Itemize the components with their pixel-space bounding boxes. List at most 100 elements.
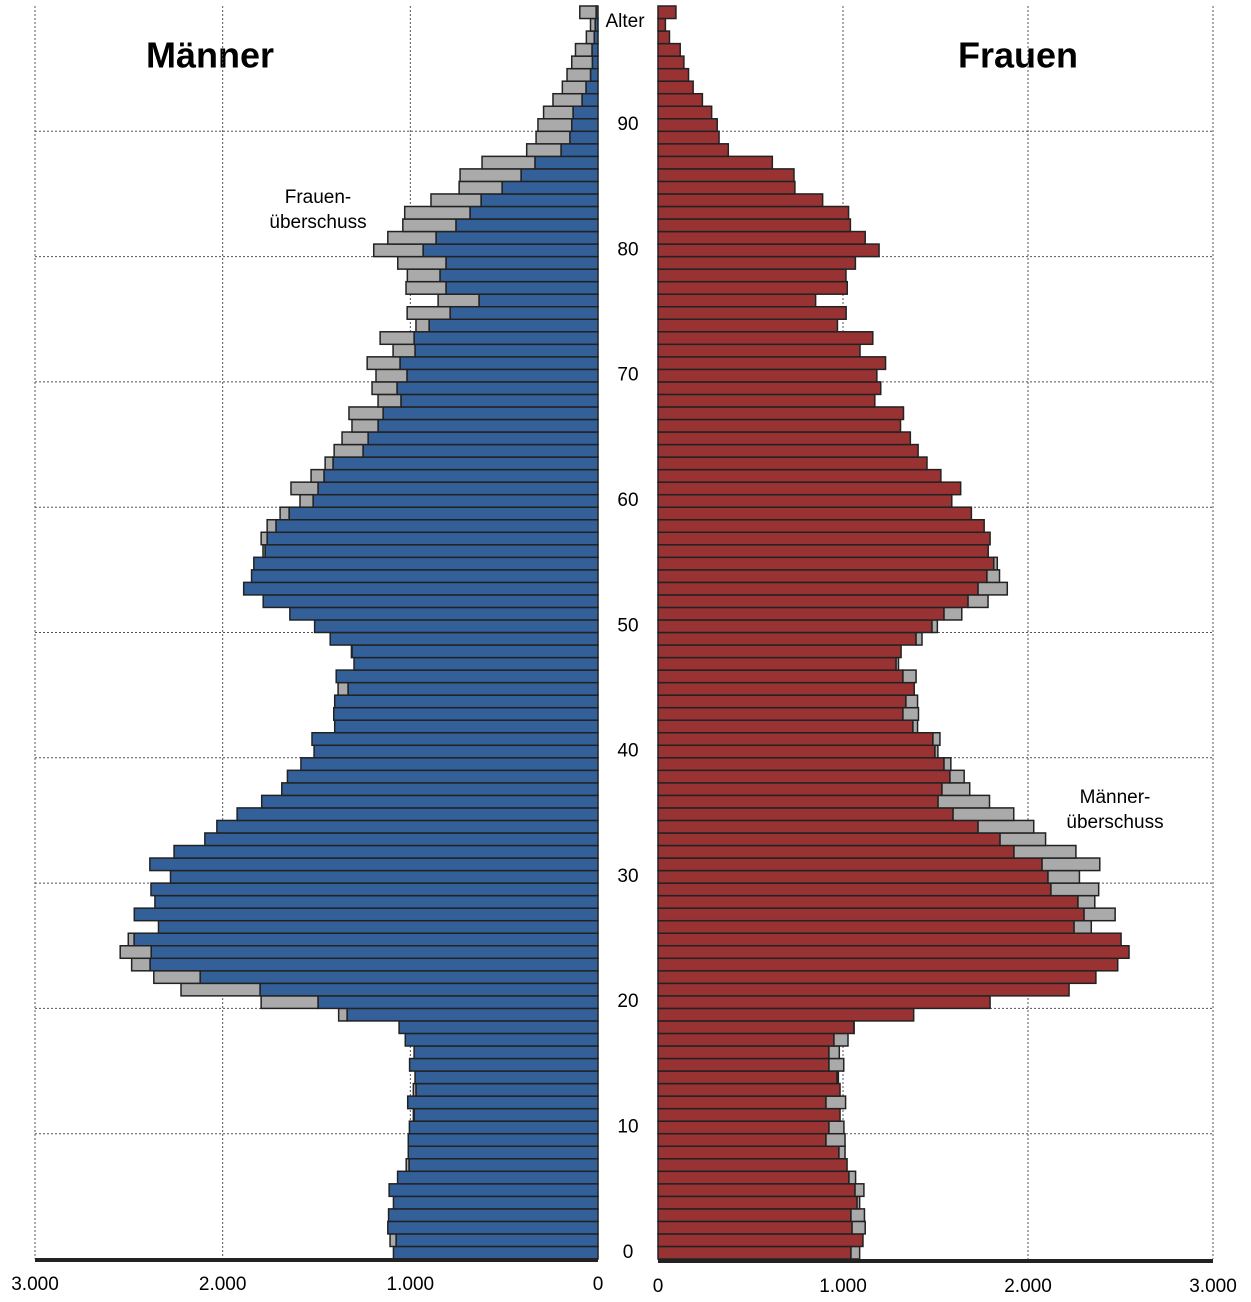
female-surplus <box>403 205 471 220</box>
female-surplus <box>405 280 447 295</box>
annotation: überschuss <box>269 212 366 233</box>
y-tick-label: 40 <box>617 741 638 762</box>
female-surplus <box>290 481 319 496</box>
x-tick-label: 0 <box>653 1276 664 1297</box>
female-bar <box>657 757 945 772</box>
female-surplus <box>552 92 583 107</box>
y-axis-label: Alter <box>605 11 645 32</box>
male-bar <box>407 1145 599 1160</box>
female-bar <box>657 819 979 834</box>
male-surplus <box>825 1095 847 1110</box>
y-tick-label: 0 <box>623 1242 634 1263</box>
female-bar <box>657 1183 856 1198</box>
annotation: Frauen- <box>285 187 352 208</box>
female-surplus <box>351 418 379 433</box>
female-bar <box>657 42 681 57</box>
female-bar <box>657 719 914 734</box>
male-surplus <box>905 694 919 709</box>
male-bar <box>413 1107 599 1122</box>
female-bar <box>657 731 934 747</box>
female-bar <box>657 744 936 759</box>
male-bar <box>275 518 599 534</box>
female-bar <box>657 1082 841 1097</box>
female-bar <box>657 243 880 258</box>
female-bar <box>657 356 887 371</box>
male-bar <box>399 356 599 371</box>
female-bar <box>657 894 1079 909</box>
female-bar <box>657 481 962 496</box>
female-bar <box>657 218 852 233</box>
female-surplus <box>377 393 402 408</box>
male-surplus <box>828 1120 845 1135</box>
male-bar <box>469 205 599 220</box>
female-bar <box>657 180 796 195</box>
female-surplus <box>266 518 277 534</box>
female-bar <box>657 706 904 721</box>
male-surplus <box>851 1220 866 1235</box>
female-bar <box>657 857 1043 872</box>
female-bar <box>657 1107 841 1122</box>
male-bar <box>478 293 599 308</box>
male-surplus <box>1041 857 1101 872</box>
male-bar <box>150 945 599 960</box>
male-surplus <box>977 819 1035 834</box>
male-bar <box>435 230 599 245</box>
female-bar <box>657 782 943 797</box>
female-bar <box>657 1245 852 1260</box>
female-surplus <box>127 932 135 947</box>
male-bar <box>408 1158 599 1173</box>
y-tick-label: 10 <box>617 1116 638 1137</box>
female-surplus <box>406 305 451 321</box>
male-bar <box>242 581 599 596</box>
female-surplus <box>310 468 325 483</box>
male-surplus <box>1013 844 1077 859</box>
male-bar <box>367 431 599 446</box>
male-surplus <box>836 1070 840 1085</box>
female-surplus <box>262 544 266 559</box>
male-bar <box>520 168 599 183</box>
male-bar <box>262 594 599 609</box>
male-surplus <box>854 1183 865 1198</box>
female-surplus <box>574 42 593 57</box>
annotation: überschuss <box>1066 812 1163 833</box>
male-bar <box>414 343 599 358</box>
male-bar <box>353 656 599 671</box>
female-surplus <box>260 531 268 546</box>
male-surplus <box>941 782 971 797</box>
female-bar <box>657 694 907 709</box>
male-bar <box>311 731 599 747</box>
male-bar <box>398 1020 599 1035</box>
male-bar <box>408 1120 599 1135</box>
male-bar <box>414 1070 599 1085</box>
male-bar <box>395 1233 599 1248</box>
female-bar <box>657 1220 853 1235</box>
male-surplus <box>952 807 1015 822</box>
male-surplus <box>1083 907 1116 922</box>
female-bar <box>657 468 942 483</box>
female-bar <box>657 669 904 684</box>
male-bar <box>346 1007 599 1022</box>
y-tick-label: 90 <box>617 114 638 135</box>
male-surplus <box>828 1057 845 1072</box>
male-bar <box>216 819 599 834</box>
female-bar <box>657 1120 830 1135</box>
female-surplus <box>392 343 416 358</box>
male-bar <box>204 832 599 847</box>
female-bar <box>657 1032 835 1047</box>
male-bar <box>362 443 599 458</box>
female-surplus <box>366 356 401 371</box>
male-bar <box>250 569 599 584</box>
female-surplus <box>566 67 592 82</box>
annotation: Männer- <box>1080 787 1151 808</box>
x-tick-label: 2.000 <box>1004 1276 1052 1297</box>
male-bar <box>406 1095 599 1110</box>
y-tick-label: 60 <box>617 490 638 511</box>
female-bar <box>657 644 902 659</box>
male-surplus <box>943 606 963 621</box>
female-bar <box>657 368 878 383</box>
female-bar <box>657 343 861 358</box>
female-bar <box>657 932 1122 947</box>
male-surplus <box>828 1045 841 1060</box>
female-bar <box>657 995 991 1010</box>
female-bar <box>657 1170 850 1185</box>
